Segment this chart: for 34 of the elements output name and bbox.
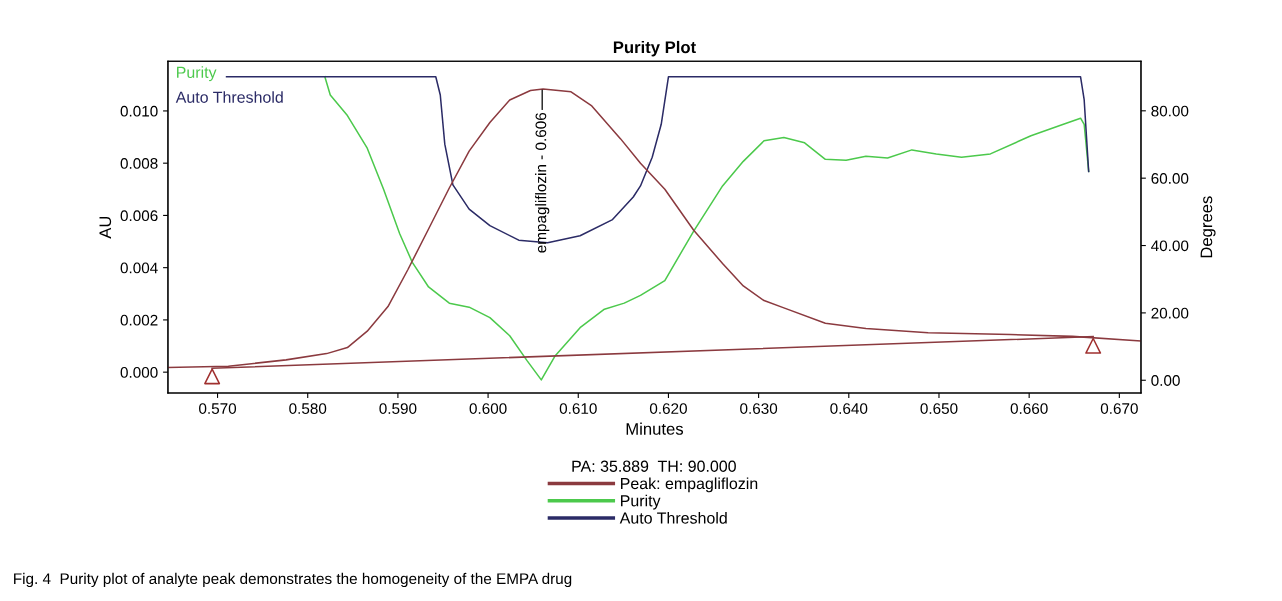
y2-axis-title: Degrees	[1200, 196, 1216, 258]
y2-tick-label: 0.00	[1151, 375, 1180, 386]
y2-tick-label: 60.00	[1151, 173, 1189, 184]
y-tick-label: 0.008	[120, 158, 158, 169]
y2-tick-label: 40.00	[1151, 240, 1189, 252]
annotation: empagliflozin - 0.606	[535, 112, 550, 253]
x-tick-label: 0.630	[740, 403, 778, 414]
text: Auto Threshold	[175, 91, 283, 103]
text: Purity	[177, 66, 217, 82]
y-tick-label: 0.000	[120, 367, 158, 378]
y2-tick-label: 20.00	[1151, 307, 1189, 319]
chart-title: Purity Plot	[613, 40, 696, 57]
caption: Fig. 4 Purity plot of analyte peak demonstrates the homogeneity of the EMPA drug	[14, 572, 572, 588]
x-tick-label: 0.570	[199, 403, 237, 414]
legend-label: Peak: empagliflozin	[621, 477, 758, 493]
y-tick-label: 0.004	[120, 262, 158, 274]
y-tick-label: 0.006	[120, 210, 158, 222]
x-axis-title: Minutes	[626, 422, 684, 435]
x-tick-label: 0.660	[1010, 403, 1048, 414]
x-tick-label: 0.650	[920, 403, 958, 414]
legend-label: Auto Threshold	[619, 512, 727, 524]
x-tick-label: 0.610	[559, 403, 597, 414]
legend-label: Purity	[621, 494, 661, 510]
y2-tick-label: 80.00	[1151, 105, 1189, 117]
y-tick-label: 0.002	[120, 314, 158, 326]
x-tick-label: 0.580	[289, 403, 327, 414]
x-tick-label: 0.640	[830, 403, 868, 414]
x-tick-label: 0.600	[469, 403, 507, 414]
x-tick-label: 0.620	[649, 403, 687, 414]
y-axis-title: AU	[99, 216, 112, 239]
y-tick-label: 0.010	[120, 105, 158, 117]
legend-title: PA: 35.889 TH: 90.000	[572, 460, 736, 472]
x-tick-label: 0.590	[379, 403, 417, 414]
x-tick-label: 0.670	[1100, 403, 1138, 414]
